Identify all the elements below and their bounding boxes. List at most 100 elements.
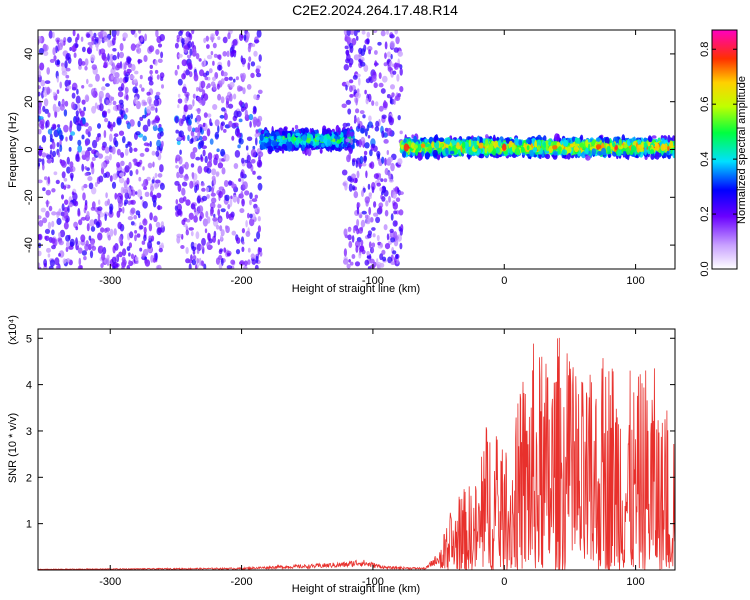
heatmap-cell — [156, 205, 163, 210]
heatmap-cell — [149, 140, 152, 148]
heatmap-cell — [157, 58, 163, 63]
heatmap-cell — [109, 153, 112, 161]
heatmap-cell — [87, 47, 91, 54]
heatmap-cell — [386, 150, 389, 155]
heatmap-cell — [389, 40, 395, 49]
heatmap-cell — [175, 129, 179, 134]
heatmap-cell — [222, 36, 228, 44]
heatmap-cell — [44, 228, 51, 234]
heatmap-cell — [228, 120, 233, 128]
heatmap-cell — [348, 79, 354, 84]
heatmap-cell — [107, 39, 112, 48]
heatmap-cell — [367, 46, 373, 51]
heatmap-cell — [367, 93, 372, 103]
heatmap-cell — [129, 170, 133, 177]
heatmap-cell — [46, 247, 51, 253]
heatmap-cell — [196, 243, 202, 252]
heatmap-cell — [254, 137, 258, 146]
heatmap-cell — [403, 143, 409, 152]
heatmap-cell — [104, 213, 107, 221]
heatmap-cell — [59, 144, 63, 152]
heatmap-cell — [147, 118, 151, 127]
heatmap-cell — [234, 150, 241, 158]
heatmap-cell — [210, 51, 214, 56]
heatmap-cell — [326, 136, 332, 141]
heatmap-cell — [231, 230, 237, 236]
heatmap-cell — [38, 107, 42, 115]
heatmap-cell — [230, 50, 234, 58]
heatmap-cell — [204, 155, 208, 164]
heatmap-cell — [204, 76, 209, 81]
heatmap-cell — [249, 218, 255, 227]
heatmap-cell — [566, 146, 572, 154]
heatmap-cell — [93, 32, 97, 38]
heatmap-cell — [301, 134, 308, 141]
heatmap-cell — [203, 263, 207, 269]
heatmap-cell — [368, 206, 372, 216]
heatmap-cell — [156, 241, 161, 245]
heatmap-cell — [212, 217, 218, 222]
heatmap-cell — [188, 227, 194, 231]
heatmap-cell — [200, 156, 204, 163]
heatmap-cell — [367, 121, 373, 128]
heatmap-cell — [48, 205, 53, 212]
heatmap-cell — [38, 179, 43, 184]
heatmap-cell — [42, 187, 46, 192]
heatmap-cell — [253, 203, 258, 209]
heatmap-cell — [257, 216, 261, 222]
heatmap-cell — [126, 68, 132, 74]
heatmap-cell — [156, 192, 162, 199]
heatmap-cell — [77, 265, 83, 269]
heatmap-cell — [532, 147, 538, 153]
heatmap-cell — [398, 226, 402, 232]
heatmap-cell — [379, 187, 383, 192]
heatmap-cell — [211, 197, 217, 204]
heatmap-cell — [294, 124, 299, 130]
heatmap-cell — [390, 237, 395, 243]
heatmap-cell — [649, 149, 655, 155]
heatmap-cell — [366, 39, 370, 45]
heatmap-cell — [236, 85, 242, 92]
heatmap-cell — [184, 161, 189, 170]
heatmap-cell — [202, 149, 206, 157]
heatmap-cell — [245, 145, 249, 151]
heatmap-cell — [69, 47, 72, 51]
heatmap-cell — [395, 254, 399, 260]
heatmap-cell — [80, 216, 87, 221]
heatmap-cell — [61, 171, 66, 179]
heatmap-cell — [40, 79, 46, 87]
heatmap-cell — [287, 132, 291, 139]
heatmap-cell — [238, 100, 243, 106]
heatmap-cell — [545, 153, 551, 160]
heatmap-cell — [192, 147, 198, 153]
heatmap-cell — [224, 194, 230, 201]
heatmap-cell — [667, 146, 670, 151]
heatmap-cell — [155, 49, 160, 55]
heatmap-cell — [249, 121, 252, 128]
heatmap-cell — [271, 140, 278, 147]
heatmap-cell — [394, 95, 401, 101]
heatmap-cell — [397, 158, 403, 165]
heatmap-cell — [124, 165, 130, 173]
heatmap-cell — [139, 74, 143, 80]
heatmap-cell — [41, 135, 47, 143]
heatmap-cell — [47, 253, 51, 258]
heatmap-cell — [196, 96, 202, 101]
heatmap-cell — [360, 219, 366, 228]
heatmap-cell — [159, 72, 165, 79]
heatmap-cell — [161, 140, 164, 148]
heatmap-cell — [213, 230, 217, 238]
heatmap-cell — [206, 241, 211, 249]
heatmap-cell — [627, 140, 631, 145]
heatmap-cell — [618, 144, 624, 150]
heatmap-cell — [143, 55, 148, 62]
heatmap-cell — [514, 137, 519, 146]
heatmap-cell — [601, 147, 607, 156]
heatmap-cell — [218, 190, 224, 199]
heatmap-cell — [420, 143, 426, 148]
heatmap-cell — [84, 94, 90, 103]
heatmap-cell — [224, 76, 229, 82]
heatmap-cell — [178, 30, 183, 37]
heatmap-cell — [219, 225, 223, 232]
heatmap-cell — [356, 206, 360, 215]
